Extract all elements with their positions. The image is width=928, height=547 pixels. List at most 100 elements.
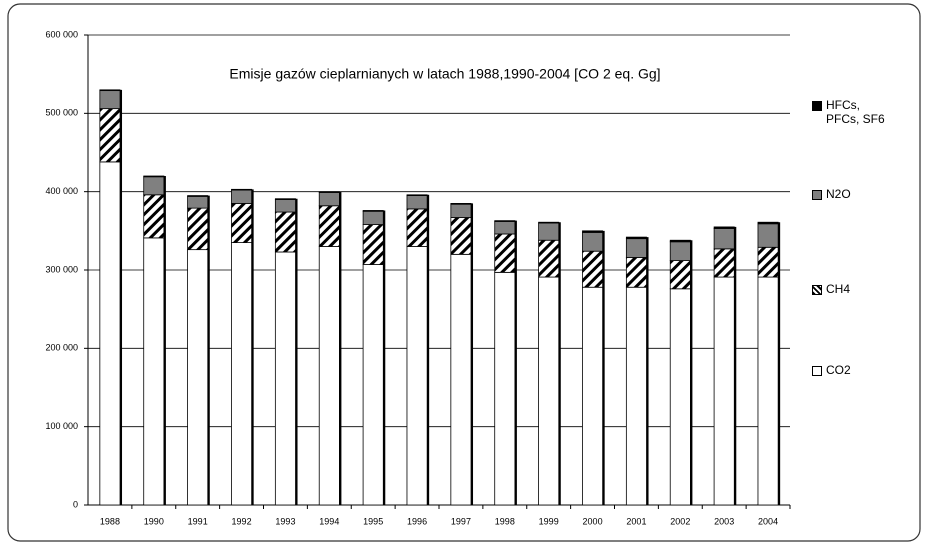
bar-segment <box>494 271 516 506</box>
bar-segment <box>318 192 340 207</box>
x-tick-label: 1994 <box>319 516 339 526</box>
bar-segment <box>406 195 428 210</box>
legend-label: HFCs, PFCs, SF6 <box>826 98 885 126</box>
bar-segment <box>143 176 165 196</box>
y-tick-label: 300 000 <box>45 264 78 274</box>
bar-segment <box>99 108 121 163</box>
y-tick-label: 600 000 <box>45 29 78 39</box>
legend-item: N2O <box>812 187 912 201</box>
bar-segment <box>274 211 296 253</box>
x-tick-label: 2002 <box>670 516 690 526</box>
bar-segment <box>713 226 735 229</box>
bar-segment <box>582 286 604 506</box>
bar-segment <box>669 241 691 262</box>
bar-segment <box>274 199 296 213</box>
x-tick-label: 1993 <box>275 516 295 526</box>
bar-segment <box>450 217 472 255</box>
bar-segment <box>713 228 735 250</box>
legend-label: CO2 <box>826 363 851 377</box>
x-tick-label: 2001 <box>626 516 646 526</box>
bar-segment <box>757 223 779 248</box>
x-tick-label: 1990 <box>144 516 164 526</box>
x-tick-label: 2003 <box>714 516 734 526</box>
bar-segment <box>231 188 253 191</box>
x-tick-label: 1988 <box>100 516 120 526</box>
bar-segment <box>187 195 209 197</box>
bar-segment <box>362 264 384 506</box>
y-tick-label: 100 000 <box>45 421 78 431</box>
legend-item: CH4 <box>812 282 912 296</box>
bar-segment <box>231 189 253 204</box>
bar-segment <box>274 251 296 506</box>
bar-segment <box>669 288 691 506</box>
bar-segment <box>757 246 779 278</box>
bar-segment <box>538 221 560 224</box>
legend-swatch <box>812 285 822 295</box>
legend-item: HFCs, PFCs, SF6 <box>812 98 912 126</box>
bar-segment <box>143 237 165 506</box>
bar-segment <box>143 194 165 239</box>
bar-segment <box>318 191 340 193</box>
x-tick-label: 1991 <box>188 516 208 526</box>
x-tick-label: 1997 <box>451 516 471 526</box>
bar-segment <box>713 248 735 278</box>
bar-segment <box>406 194 428 196</box>
bar-segment <box>406 208 428 247</box>
bar-segment <box>625 238 647 258</box>
bar-segment <box>582 231 604 252</box>
x-tick-label: 1995 <box>363 516 383 526</box>
bar-segment <box>231 203 253 243</box>
legend-swatch <box>812 101 822 111</box>
bar-segment <box>757 276 779 506</box>
bar-segment <box>669 239 691 243</box>
x-tick-label: 1996 <box>407 516 427 526</box>
bar-segment <box>231 242 253 506</box>
bar-segment <box>187 249 209 506</box>
bar-segment <box>406 246 428 506</box>
bar-segment <box>625 236 647 240</box>
bar-segment <box>274 198 296 200</box>
bar-segment <box>362 210 384 225</box>
bar-segment <box>538 222 560 241</box>
bar-segment <box>99 161 121 506</box>
bar-segment <box>757 221 779 225</box>
legend-item: CO2 <box>812 363 912 377</box>
x-tick-label: 2000 <box>583 516 603 526</box>
bar-segment <box>582 230 604 233</box>
x-tick-label: 1999 <box>539 516 559 526</box>
y-tick-label: 500 000 <box>45 108 78 118</box>
bar-segment <box>450 253 472 506</box>
legend-label: N2O <box>826 187 851 201</box>
legend-label: CH4 <box>826 282 851 296</box>
bar-segment <box>625 257 647 288</box>
y-tick-label: 0 <box>73 499 78 509</box>
bar-segment <box>187 195 209 209</box>
bar-segment <box>494 233 516 273</box>
x-tick-label: 2004 <box>758 516 778 526</box>
bar-segment <box>538 276 560 506</box>
x-tick-label: 1992 <box>232 516 252 526</box>
y-tick-label: 400 000 <box>45 186 78 196</box>
bar-segment <box>494 220 516 222</box>
bar-segment <box>450 203 472 205</box>
bar-segment <box>669 260 691 290</box>
bar-segment <box>143 175 165 178</box>
y-tick-label: 200 000 <box>45 343 78 353</box>
legend-swatch <box>812 190 822 200</box>
bar-segment <box>99 89 121 92</box>
bar-segment <box>187 207 209 251</box>
bar-segment <box>362 224 384 265</box>
legend-swatch <box>812 366 822 376</box>
frame <box>7 3 921 542</box>
bar-segment <box>713 276 735 506</box>
bar-segment <box>494 221 516 235</box>
bar-segment <box>318 205 340 247</box>
bar-segment <box>99 90 121 110</box>
bar-segment <box>450 203 472 218</box>
bar-segment <box>538 239 560 278</box>
bar-segment <box>318 246 340 506</box>
chart-title: Emisje gazów cieplarnianych w latach 198… <box>229 66 660 82</box>
bar-segment <box>625 286 647 506</box>
